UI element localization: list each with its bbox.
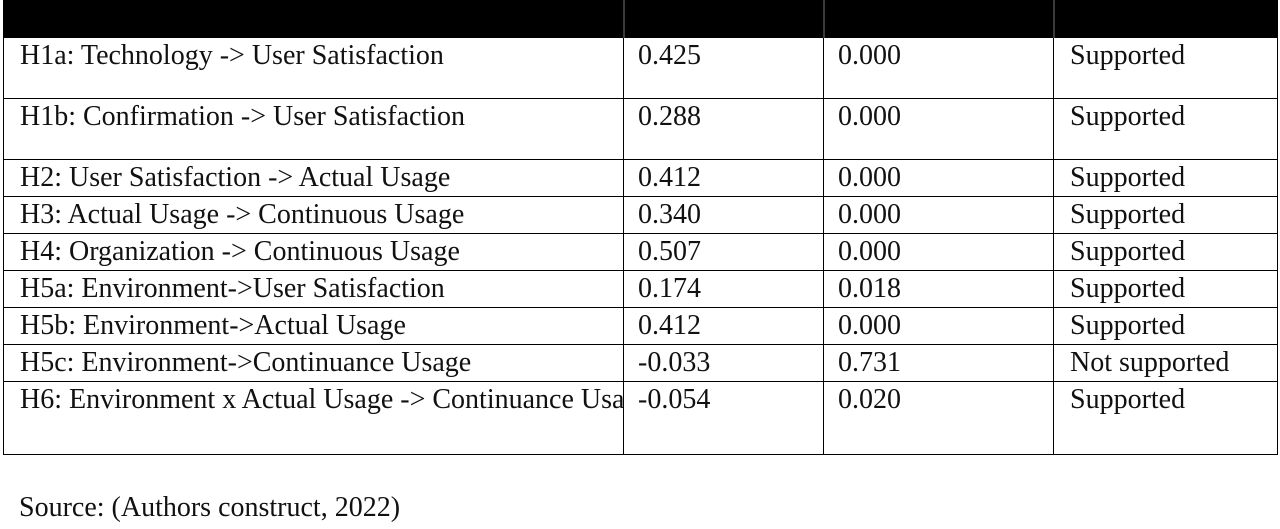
table-row: H4: Organization -> Continuous Usage 0.5… [3,233,1278,271]
result-cell: Not supported [1053,344,1278,382]
p-value-cell: 0.000 [823,98,1054,160]
header-cell-hypothesis [3,0,625,38]
p-value-cell: 0.000 [823,233,1054,271]
p-value-cell: 0.000 [823,307,1054,345]
coefficient-cell: 0.288 [623,98,824,160]
coefficient-cell: 0.425 [623,37,824,99]
result-cell: Supported [1053,159,1278,197]
hypothesis-cell: H1b: Confirmation -> User Satisfaction [3,98,624,160]
hypothesis-cell: H4: Organization -> Continuous Usage [3,233,624,271]
p-value-cell: 0.020 [823,381,1054,455]
table-row: H2: User Satisfaction -> Actual Usage 0.… [3,159,1278,197]
coefficient-cell: -0.033 [623,344,824,382]
coefficient-cell: 0.507 [623,233,824,271]
p-value-cell: 0.000 [823,159,1054,197]
table-row: H6: Environment x Actual Usage -> Contin… [3,381,1278,455]
coefficient-cell: 0.174 [623,270,824,308]
header-cell-p-value [823,0,1055,38]
hypothesis-cell: H2: User Satisfaction -> Actual Usage [3,159,624,197]
p-value-cell: 0.731 [823,344,1054,382]
hypothesis-cell: H5c: Environment->Continuance Usage [3,344,624,382]
table-row: H1b: Confirmation -> User Satisfaction 0… [3,98,1278,160]
hypothesis-cell: H5b: Environment->Actual Usage [3,307,624,345]
hypothesis-cell: H1a: Technology -> User Satisfaction [3,37,624,99]
coefficient-cell: 0.340 [623,196,824,234]
hypothesis-results-table: H1a: Technology -> User Satisfaction 0.4… [3,0,1278,455]
header-row [3,0,1278,38]
p-value-cell: 0.018 [823,270,1054,308]
header-cell-result [1053,0,1278,38]
hypothesis-cell: H3: Actual Usage -> Continuous Usage [3,196,624,234]
p-value-cell: 0.000 [823,196,1054,234]
table-row: H5a: Environment->User Satisfaction 0.17… [3,270,1278,308]
table-row: H5b: Environment->Actual Usage 0.412 0.0… [3,307,1278,345]
coefficient-cell: 0.412 [623,159,824,197]
table-header [3,0,1278,38]
result-cell: Supported [1053,270,1278,308]
header-cell-coefficient [623,0,825,38]
result-cell: Supported [1053,37,1278,99]
source-caption: Source: (Authors construct, 2022) [19,492,401,523]
result-cell: Supported [1053,98,1278,160]
table-row: H1a: Technology -> User Satisfaction 0.4… [3,37,1278,99]
coefficient-cell: 0.412 [623,307,824,345]
result-cell: Supported [1053,381,1278,455]
p-value-cell: 0.000 [823,37,1054,99]
table-row: H5c: Environment->Continuance Usage -0.0… [3,344,1278,382]
table-row: H3: Actual Usage -> Continuous Usage 0.3… [3,196,1278,234]
result-cell: Supported [1053,196,1278,234]
result-cell: Supported [1053,233,1278,271]
hypothesis-cell: H6: Environment x Actual Usage -> Contin… [3,381,624,455]
coefficient-cell: -0.054 [623,381,824,455]
hypothesis-cell: H5a: Environment->User Satisfaction [3,270,624,308]
result-cell: Supported [1053,307,1278,345]
table-body: H1a: Technology -> User Satisfaction 0.4… [3,37,1278,455]
